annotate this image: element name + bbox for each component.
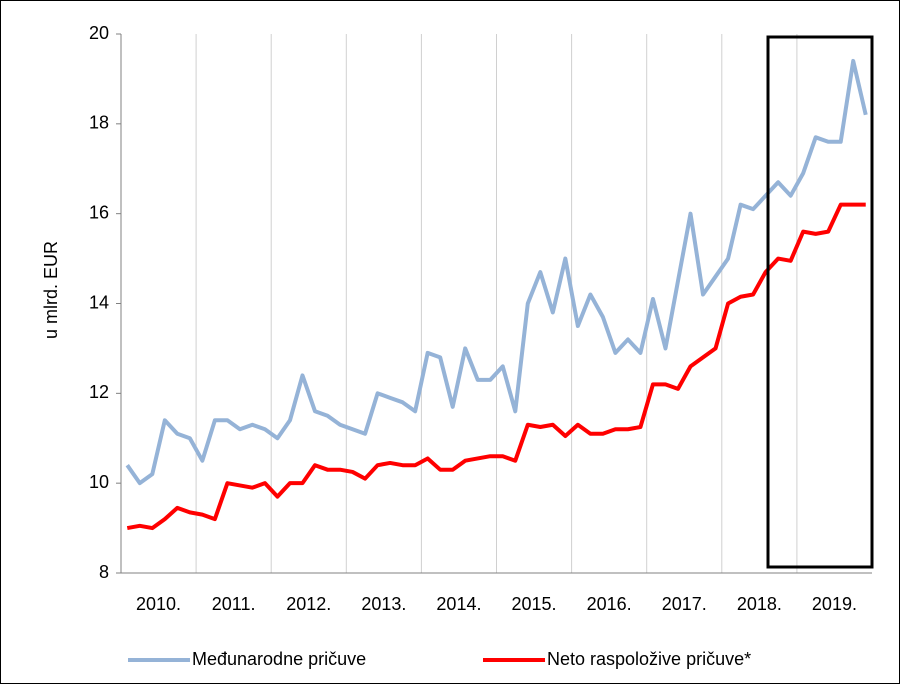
y-axis-label: u mlrd. EUR — [41, 241, 61, 339]
x-tick-label: 2011. — [212, 594, 256, 614]
y-tick-label: 12 — [89, 382, 109, 402]
legend-label: Neto raspoložive pričuve* — [547, 649, 751, 669]
x-tick-label: 2019. — [812, 594, 857, 614]
x-tick-label: 2017. — [662, 594, 707, 614]
y-tick-label: 8 — [99, 562, 109, 582]
data-line — [125, 58, 868, 486]
y-tick-label: 14 — [89, 292, 109, 312]
y-tick-label: 10 — [89, 472, 109, 492]
y-tick-label: 18 — [89, 113, 109, 133]
x-tick-label: 2014. — [436, 594, 481, 614]
x-tick-label: 2016. — [587, 594, 632, 614]
x-tick-label: 2010. — [136, 594, 181, 614]
data-line — [126, 202, 866, 531]
x-tick-label: 2012. — [286, 594, 331, 614]
x-tick-label: 2013. — [361, 594, 406, 614]
x-tick-label: 2015. — [512, 594, 557, 614]
x-tick-label: 2018. — [737, 594, 782, 614]
legend-label: Međunarodne pričuve — [192, 649, 366, 669]
y-tick-label: 20 — [89, 23, 109, 43]
y-tick-label: 16 — [89, 202, 109, 222]
highlight-box — [766, 35, 874, 569]
